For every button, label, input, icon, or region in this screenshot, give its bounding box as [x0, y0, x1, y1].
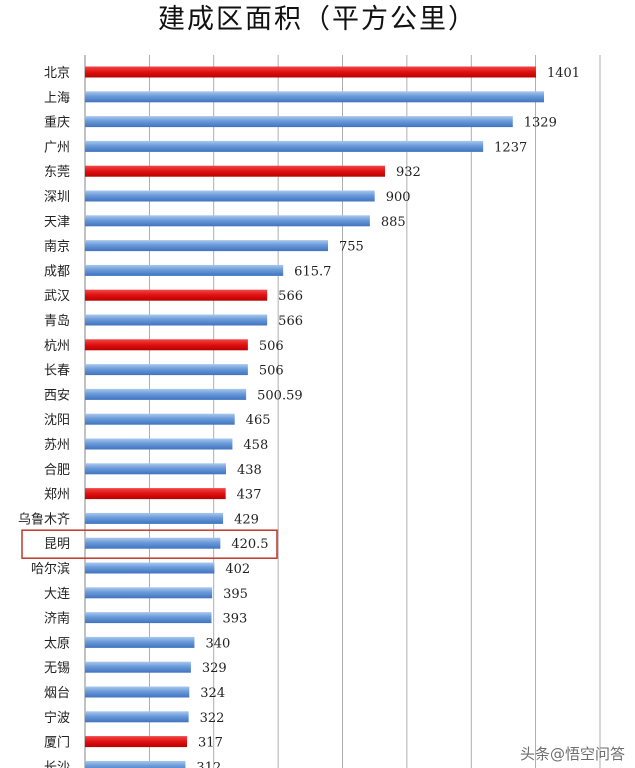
- category-label: 乌鲁木齐: [18, 511, 70, 527]
- bar-昆明: [85, 537, 221, 549]
- value-label: 900: [386, 190, 411, 205]
- category-label: 宁波: [44, 710, 70, 726]
- bar-郑州: [85, 488, 226, 500]
- category-label: 青岛: [44, 313, 70, 329]
- value-label: 566: [278, 289, 303, 304]
- category-label: 大连: [44, 586, 70, 602]
- category-label: 合肥: [44, 463, 70, 478]
- bar-无锡: [85, 661, 191, 673]
- bar-北京: [85, 66, 536, 78]
- bar-烟台: [85, 686, 190, 698]
- category-label: 济南: [44, 611, 70, 627]
- category-label: 长沙: [44, 760, 70, 768]
- bar-上海: [85, 91, 544, 103]
- value-label: 885: [381, 215, 406, 230]
- value-label: 312: [196, 760, 221, 768]
- category-label: 厦门: [44, 736, 70, 751]
- value-label: 506: [259, 364, 284, 379]
- bar-厦门: [85, 736, 188, 748]
- value-label: 1401: [547, 66, 580, 81]
- bar-济南: [85, 612, 212, 624]
- category-label: 哈尔滨: [31, 561, 70, 577]
- value-label: 458: [243, 438, 268, 453]
- bar-苏州: [85, 438, 233, 450]
- value-label: 1237: [494, 140, 527, 155]
- bar-武汉: [85, 289, 268, 301]
- category-label: 沈阳: [44, 413, 70, 428]
- value-label: 615.7: [294, 264, 331, 279]
- bar-深圳: [85, 190, 375, 202]
- value-label: 324: [200, 686, 225, 701]
- category-label: 深圳: [44, 190, 70, 205]
- value-label: 322: [200, 711, 225, 726]
- category-label: 昆明: [44, 537, 70, 552]
- bar-合肥: [85, 463, 226, 475]
- category-label: 无锡: [44, 661, 70, 676]
- category-label: 西安: [44, 388, 70, 403]
- value-label: 566: [278, 314, 303, 329]
- bar-青岛: [85, 314, 268, 326]
- value-label: 506: [259, 339, 284, 354]
- highlight-box: [21, 529, 278, 559]
- category-label: 重庆: [44, 115, 70, 131]
- bar-广州: [85, 140, 484, 152]
- bar-长沙: [85, 760, 186, 768]
- value-label: 395: [223, 587, 248, 602]
- gridlines: [84, 55, 601, 768]
- bar-天津: [85, 215, 370, 227]
- category-label: 苏州: [44, 437, 70, 453]
- value-label: 437: [237, 488, 262, 503]
- category-label: 上海: [44, 91, 70, 106]
- bar-东莞: [85, 165, 385, 177]
- bar-重庆: [85, 116, 513, 128]
- value-label: 438: [237, 463, 262, 478]
- value-label: 1329: [524, 116, 557, 131]
- chart-title: 建成区面积（平方公里）: [158, 4, 477, 35]
- value-label: 500.59: [257, 388, 303, 403]
- category-label: 杭州: [44, 339, 70, 354]
- value-label: 465: [246, 413, 271, 428]
- category-label: 东莞: [44, 165, 70, 180]
- bar-南京: [85, 240, 329, 252]
- category-label: 成都: [44, 264, 70, 279]
- category-label: 武汉: [44, 289, 70, 304]
- bar-成都: [85, 264, 284, 276]
- value-label: 932: [396, 165, 421, 180]
- bar-宁波: [85, 711, 189, 723]
- value-label: 329: [202, 661, 227, 676]
- bar-沈阳: [85, 413, 235, 425]
- category-label: 南京: [44, 239, 70, 255]
- value-label: 429: [234, 512, 259, 527]
- category-label: 烟台: [44, 686, 70, 701]
- bar-大连: [85, 587, 213, 599]
- category-label: 广州: [44, 140, 70, 155]
- bar-哈尔滨: [85, 562, 215, 574]
- category-label: 太原: [44, 636, 70, 651]
- value-label: 755: [339, 240, 364, 255]
- value-label: 420.5: [231, 537, 268, 552]
- value-label: 393: [222, 612, 247, 627]
- category-label: 北京: [44, 66, 70, 81]
- bar-乌鲁木齐: [85, 512, 224, 524]
- category-label: 郑州: [44, 488, 70, 503]
- bar-杭州: [85, 339, 248, 351]
- bars: [85, 66, 544, 768]
- value-label: 317: [198, 736, 223, 751]
- bar-西安: [85, 388, 247, 400]
- watermark: 头条@悟空问答: [519, 745, 625, 763]
- category-label: 天津: [44, 215, 70, 230]
- value-label: 340: [205, 636, 230, 651]
- category-label: 长春: [44, 364, 70, 379]
- bar-太原: [85, 636, 195, 648]
- value-label: 402: [225, 562, 250, 577]
- bar-长春: [85, 364, 248, 376]
